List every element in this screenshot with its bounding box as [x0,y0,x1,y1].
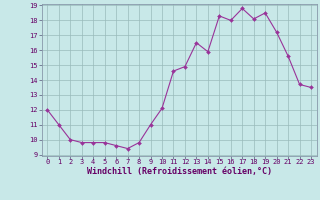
X-axis label: Windchill (Refroidissement éolien,°C): Windchill (Refroidissement éolien,°C) [87,167,272,176]
